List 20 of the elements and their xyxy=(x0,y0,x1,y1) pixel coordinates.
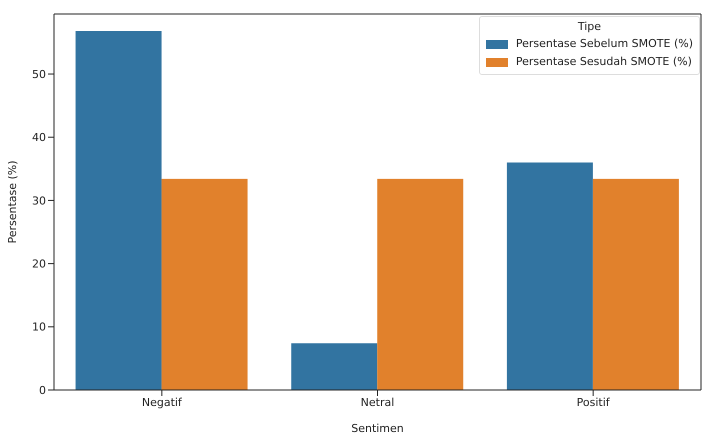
legend-title: Tipe xyxy=(576,20,602,33)
bar xyxy=(76,31,162,390)
legend-label: Persentase Sesudah SMOTE (%) xyxy=(516,54,692,70)
x-tick-label: Netral xyxy=(360,396,394,409)
bar xyxy=(291,343,378,390)
y-tick-label: 0 xyxy=(39,384,46,397)
y-axis-title: Persentase (%) xyxy=(6,160,19,244)
y-tick-label: 20 xyxy=(32,258,46,271)
y-tick-label: 50 xyxy=(32,68,46,81)
bar xyxy=(506,162,593,390)
x-tick-label: Positif xyxy=(576,396,611,409)
y-tick-label: 40 xyxy=(32,131,46,144)
x-tick-label: Negatif xyxy=(142,396,183,409)
x-axis-title: Sentimen xyxy=(351,422,404,435)
bar xyxy=(592,178,679,390)
bar xyxy=(162,178,248,390)
y-tick-label: 30 xyxy=(32,194,46,208)
legend-label: Persentase Sebelum SMOTE (%) xyxy=(516,36,693,52)
bar xyxy=(377,178,464,390)
y-tick-label: 10 xyxy=(32,320,46,334)
